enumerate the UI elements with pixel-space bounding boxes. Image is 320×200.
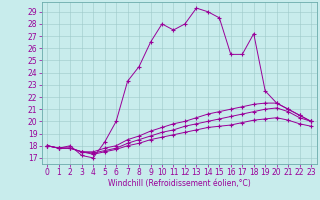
X-axis label: Windchill (Refroidissement éolien,°C): Windchill (Refroidissement éolien,°C)	[108, 179, 251, 188]
